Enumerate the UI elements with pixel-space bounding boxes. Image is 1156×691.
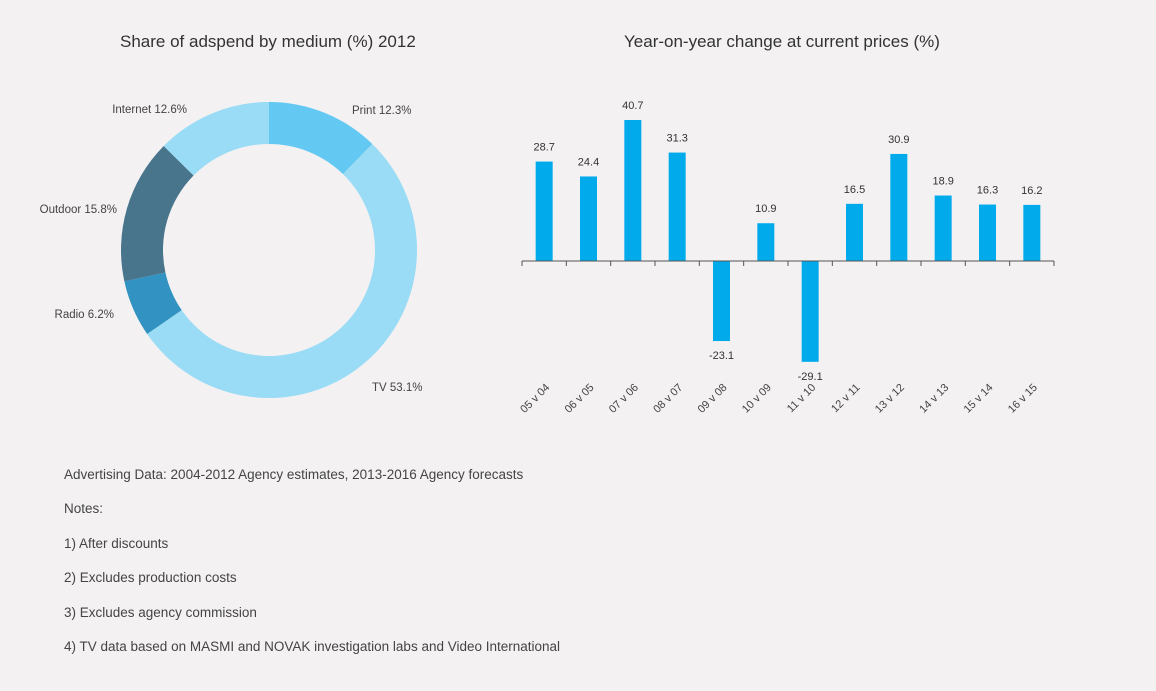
x-tick-label: 07 v 06 bbox=[607, 382, 641, 416]
note-item: 3) Excludes agency commission bbox=[64, 604, 257, 620]
donut-label-print: Print 12.3% bbox=[352, 105, 411, 117]
x-tick-label: 14 v 13 bbox=[917, 382, 951, 416]
x-tick-label: 11 v 10 bbox=[785, 382, 818, 415]
bar-09-v-08 bbox=[713, 261, 730, 342]
notes-section: Advertising Data: 2004-2012 Agency estim… bbox=[64, 466, 560, 672]
donut-slice-print bbox=[269, 102, 373, 175]
x-tick-label: 06 v 05 bbox=[563, 382, 597, 416]
bar-13-v-12 bbox=[890, 153, 908, 261]
bar-value-label: 28.7 bbox=[533, 142, 554, 154]
x-tick-label: 05 v 04 bbox=[518, 382, 552, 416]
data-source-note: Advertising Data: 2004-2012 Agency estim… bbox=[64, 467, 524, 482]
donut-slice-outdoor bbox=[120, 146, 194, 282]
bar-chart: 28.7 24.4 40.7 31.3 -23.1 10.9 -29.1 16.5 30.9 18… bbox=[518, 100, 1055, 416]
donut-chart: Print 12.3% TV 53.1% Radio 6.2% Outdoor 15.… bbox=[40, 102, 423, 398]
note-item: 2) Excludes production costs bbox=[64, 570, 237, 586]
x-tick-label: 12 v 11 bbox=[829, 382, 862, 415]
pie-chart-title: Share of adspend by medium (%) 2012 bbox=[120, 32, 416, 51]
donut-label-radio: Radio 6.2% bbox=[55, 309, 114, 321]
bar-value-label: 10.9 bbox=[755, 203, 776, 215]
bar-15-v-14 bbox=[979, 204, 996, 261]
bar-value-label: 40.7 bbox=[622, 100, 643, 112]
donut-slice-internet bbox=[163, 102, 269, 176]
x-tick-label: 13 v 12 bbox=[873, 382, 907, 416]
donut-label-outdoor: Outdoor 15.8% bbox=[40, 204, 117, 216]
donut-label-tv: TV 53.1% bbox=[372, 382, 423, 394]
bar-06-v-05 bbox=[580, 176, 597, 261]
bar-12-v-11 bbox=[846, 203, 863, 261]
x-tick-label: 08 v 07 bbox=[651, 382, 685, 416]
bar-05-v-04 bbox=[535, 161, 553, 261]
bar-14-v-13 bbox=[934, 195, 952, 261]
bar-value-label: 18.9 bbox=[932, 176, 953, 188]
note-item: 4) TV data based on MASMI and NOVAK inve… bbox=[64, 638, 561, 654]
donut-slice-tv bbox=[147, 144, 417, 398]
bar-08-v-07 bbox=[668, 152, 686, 261]
bar-chart-title: Year-on-year change at current prices (%… bbox=[624, 32, 940, 51]
bar-value-label: 30.9 bbox=[888, 134, 909, 146]
donut-slice-radio bbox=[124, 272, 182, 334]
x-tick-label: 10 v 09 bbox=[740, 382, 774, 416]
x-tick-label: 16 v 15 bbox=[1006, 382, 1040, 416]
bar-value-label: -23.1 bbox=[709, 350, 734, 362]
x-tick-label: 09 v 08 bbox=[696, 382, 730, 416]
bar-10-v-09 bbox=[757, 223, 775, 261]
bar-value-label: 16.5 bbox=[844, 184, 865, 196]
bar-value-label: -29.1 bbox=[798, 371, 823, 383]
bar-value-label: 16.2 bbox=[1021, 185, 1042, 197]
note-item: 1) After discounts bbox=[64, 535, 169, 551]
x-tick-label: 15 v 14 bbox=[962, 382, 996, 416]
donut-label-internet: Internet 12.6% bbox=[112, 104, 187, 116]
notes-heading: Notes: bbox=[64, 501, 104, 517]
bar-value-label: 31.3 bbox=[666, 133, 687, 145]
bar-value-label: 24.4 bbox=[578, 156, 599, 168]
bar-11-v-10 bbox=[801, 261, 819, 362]
bar-07-v-06 bbox=[624, 120, 642, 261]
bar-16-v-15 bbox=[1023, 204, 1041, 261]
bar-value-label: 16.3 bbox=[977, 185, 998, 197]
